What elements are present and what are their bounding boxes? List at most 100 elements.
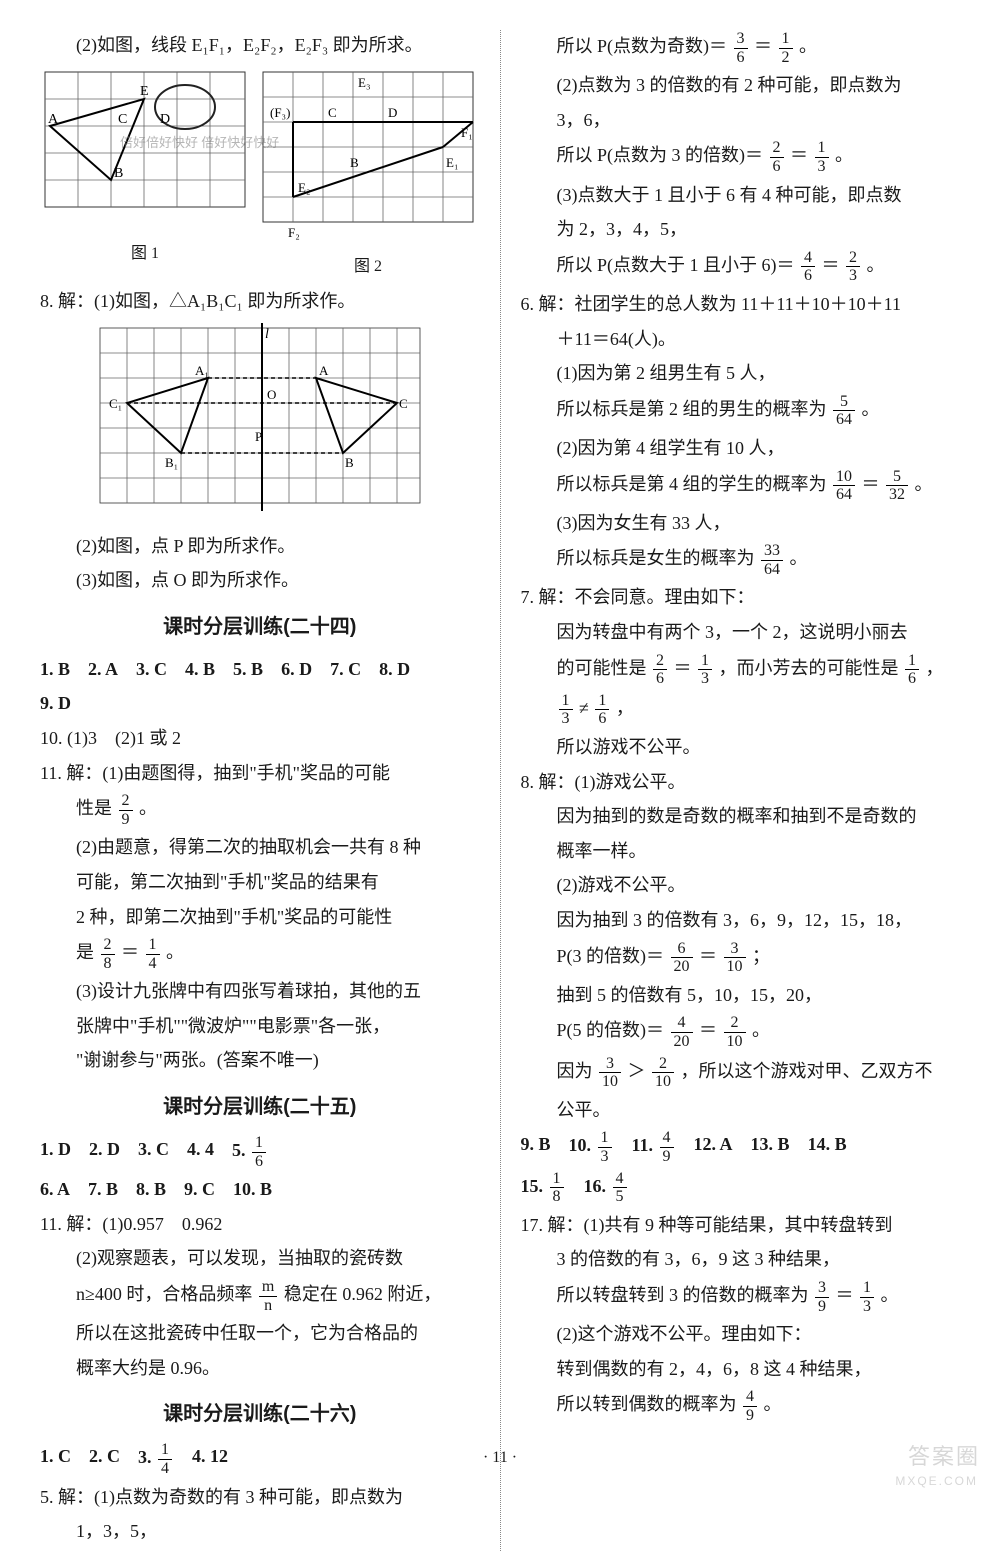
- q17-line: 17. 解：(1)共有 9 种等可能结果，其中转盘转到: [521, 1210, 961, 1241]
- q8-line: (2)游戏不公平。: [521, 870, 961, 901]
- svg-text:E₃: E₃: [358, 75, 370, 90]
- line: 所以 P(点数为奇数)＝ 36 ＝ 12 。: [521, 30, 961, 66]
- figure-2-caption: 图 2: [258, 253, 478, 280]
- answer-item: 8. D: [379, 654, 410, 685]
- line: 所以 P(点数为 3 的倍数)＝ 26 ＝ 13 。: [521, 139, 961, 175]
- text: 所以 P(点数大于 1 且小于 6)＝: [557, 255, 795, 275]
- fraction: 18: [550, 1170, 564, 1206]
- q7-line: 因为转盘中有两个 3，一个 2，这说明小丽去: [521, 617, 961, 648]
- svg-text:B: B: [350, 155, 359, 170]
- q17-line: 所以转到偶数的概率为 49 。: [521, 1388, 961, 1424]
- answers-24-row2: 9. D: [40, 688, 480, 719]
- answer-item: 6. A: [40, 1174, 70, 1205]
- fraction: 23: [846, 249, 860, 285]
- text: 所以标兵是第 2 组的男生的概率为: [557, 399, 827, 419]
- q17-line: 3 的倍数的有 3，6，9 这 3 种结果，: [521, 1244, 961, 1275]
- text: 的可能性是: [557, 658, 647, 678]
- answer-item: 15. 18: [521, 1170, 566, 1206]
- answer-item: 7. B: [88, 1174, 118, 1205]
- svg-text:C₁: C₁: [109, 396, 122, 411]
- text: 是: [76, 942, 94, 962]
- svg-text:E₁: E₁: [446, 155, 458, 170]
- fraction: 16: [905, 652, 919, 688]
- svg-text:C: C: [399, 396, 408, 411]
- fraction: 1064: [833, 468, 855, 504]
- q26-5-line: 5. 解：(1)点数为奇数的有 3 种可能，即点数为: [40, 1482, 480, 1513]
- answer-item: 1. B: [40, 654, 70, 685]
- svg-text:C: C: [118, 112, 127, 127]
- figure-3: l A C B A₁ C₁ B₁ O P: [40, 323, 480, 523]
- answer-item: 10. B: [233, 1174, 272, 1205]
- svg-text:D: D: [388, 105, 397, 120]
- text: P(5 的倍数)＝: [557, 1021, 665, 1041]
- q11-line: 可能，第二次抽到"手机"奖品的结果有: [40, 867, 480, 898]
- answers-row-15to16: 15. 18 16. 45: [521, 1170, 961, 1206]
- text: 。: [915, 474, 933, 494]
- line: (2)点数为 3 的倍数的有 2 种可能，即点数为: [521, 70, 961, 101]
- fraction: 29: [119, 792, 133, 828]
- line: (2)如图，点 P 即为所求作。: [40, 531, 480, 562]
- svg-text:B: B: [345, 455, 354, 470]
- q8-line: 公平。: [521, 1095, 961, 1126]
- text: ＞: [628, 1061, 646, 1081]
- q11-line: "谢谢参与"两张。(答案不唯一): [40, 1045, 480, 1076]
- answer-item: 16. 45: [584, 1170, 629, 1206]
- fraction: 49: [743, 1388, 757, 1424]
- answers-row-9to14: 9. B10. 1311. 4912. A13. B14. B: [521, 1129, 961, 1165]
- fraction: 26: [770, 139, 784, 175]
- q8-line: 8. 解：(1)游戏公平。: [521, 767, 961, 798]
- text: 所以转到偶数的概率为: [557, 1395, 737, 1415]
- answers-25-row1: 1. D2. D3. C4. 45. 16: [40, 1134, 480, 1170]
- line: 3，6，: [521, 105, 961, 136]
- text: 性是: [76, 798, 112, 818]
- svg-text:A: A: [48, 112, 59, 127]
- q6-line: (1)因为第 2 组男生有 5 人，: [521, 358, 961, 389]
- svg-text:O: O: [267, 387, 276, 402]
- fraction: 620: [671, 940, 693, 976]
- fraction: 532: [886, 468, 908, 504]
- svg-text:P: P: [255, 429, 262, 444]
- answer-item: 2. D: [89, 1134, 120, 1170]
- q8-line: 概率一样。: [521, 836, 961, 867]
- fraction: 39: [815, 1279, 829, 1315]
- text: 稳定在 0.962 附近，: [284, 1284, 442, 1304]
- figures-row-1: A B C D E 图 1 倍好倍好快好 倍好快好快好: [40, 67, 480, 281]
- q8-line: 因为 310 ＞ 210 ，所以这个游戏对甲、乙双方不: [521, 1055, 961, 1091]
- fraction: 13: [598, 1129, 612, 1165]
- svg-text:A: A: [319, 363, 329, 378]
- answer-item: 13. B: [751, 1129, 790, 1165]
- fraction: 36: [734, 30, 748, 66]
- figure-2: E₃ C D (F₃) F₁ B E₁ E₂ F₂ 图 2: [258, 67, 478, 281]
- q11-line: 11. 解：(1)由题图得，抽到"手机"奖品的可能: [40, 758, 480, 789]
- text: 。: [862, 399, 880, 419]
- answer-item: 5. 16: [232, 1134, 268, 1170]
- q6-line: 6. 解：社团学生的总人数为 11＋11＋10＋10＋11: [521, 289, 961, 320]
- answers-24-row3: 10. (1)3 (2)1 或 2: [40, 723, 480, 754]
- svg-text:F₂: F₂: [288, 225, 300, 240]
- line: 为 2，3，4，5，: [521, 214, 961, 245]
- section-title-24: 课时分层训练(二十四): [40, 610, 480, 644]
- text: 。: [790, 549, 808, 569]
- text: 。: [764, 1395, 782, 1415]
- fraction: 13: [559, 692, 573, 728]
- fraction: 13: [815, 139, 829, 175]
- text: ＝: [674, 658, 692, 678]
- text: ；: [752, 946, 770, 966]
- svg-text:E: E: [140, 84, 149, 99]
- answer-item: 9. B: [521, 1129, 551, 1165]
- q8-line: 因为抽到的数是奇数的概率和抽到不是奇数的: [521, 801, 961, 832]
- q17-line: 转到偶数的有 2，4，6，8 这 4 种结果，: [521, 1354, 961, 1385]
- svg-text:F₁: F₁: [461, 125, 473, 140]
- answer-item: 7. C: [330, 654, 361, 685]
- answer-item: 2. A: [88, 654, 118, 685]
- svg-text:C: C: [328, 105, 337, 120]
- section-title-26: 课时分层训练(二十六): [40, 1397, 480, 1431]
- fraction: 14: [146, 936, 160, 972]
- figure-1: A B C D E 图 1 倍好倍好快好 倍好快好快好: [40, 67, 250, 281]
- section-title-25: 课时分层训练(二十五): [40, 1090, 480, 1124]
- answer-item: 14. B: [808, 1129, 847, 1165]
- text: 。: [835, 146, 853, 166]
- q8-line: P(5 的倍数)＝ 420 ＝ 210 。: [521, 1014, 961, 1050]
- text: ，: [616, 698, 634, 718]
- right-column: 所以 P(点数为奇数)＝ 36 ＝ 12 。 (2)点数为 3 的倍数的有 2 …: [521, 30, 961, 1551]
